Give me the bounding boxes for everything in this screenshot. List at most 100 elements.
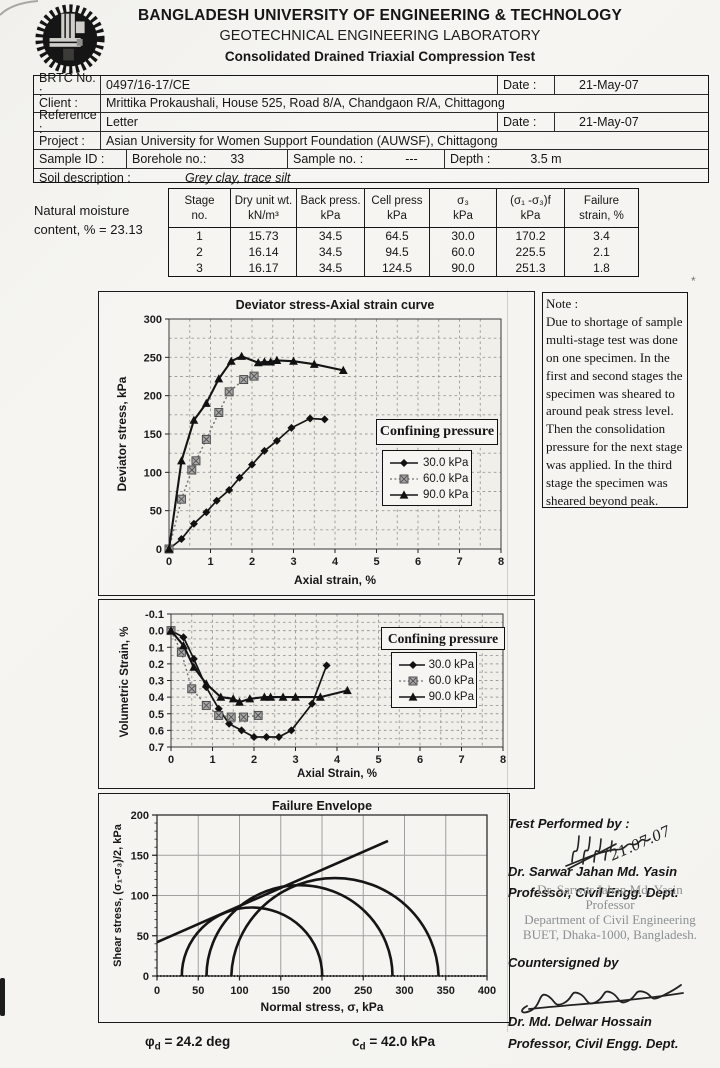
svg-text:250: 250 [354,985,372,997]
svg-text:300: 300 [144,314,162,326]
svg-text:0.7: 0.7 [149,742,164,754]
stage-header-cell: kPa [364,210,430,228]
stage-table-body: 1 15.73 34.5 64.5 30.0 170.2 3.4 2 16.14 34.5 94.5… [169,227,639,277]
x-axis-label: Normal stress, σ, kPa [260,1000,384,1014]
info-row-client: Client : Mrittika Prokaushali, House 525… [34,93,708,113]
sample-no-value: --- [405,152,418,167]
svg-text:3: 3 [290,556,296,568]
moisture-line1: Natural moisture [34,203,130,218]
svg-text:0.2: 0.2 [149,659,164,671]
test-performed-by-label: Test Performed by : [508,816,630,831]
borehole-label: Borehole no.: [132,152,207,167]
scan-artifact-mark: * [691,274,696,288]
reference-value: Letter [100,113,138,131]
legend-entry-30kpa: 30.0 kPa [398,657,474,673]
stage-header-cell: Failure [564,188,639,210]
svg-text:200: 200 [313,985,331,997]
stage-header-cell: kN/m³ [230,210,297,228]
brtc-label: BRTC No. : [39,70,96,99]
stage-header-row2: no. kN/m³ kPa kPa kPa kPa strain, % [168,210,639,228]
performer-signature [565,835,651,870]
stage-cell: 3.4 [564,227,639,244]
svg-text:-0.1: -0.1 [145,609,164,621]
performer-title: Professor, Civil Engg. Dept. [508,885,679,900]
stage-header-cell: Stage [184,195,215,207]
stage-row: 2 16.14 34.5 94.5 60.0 225.5 2.1 [169,244,639,260]
series-90kpa-marker-icon [390,490,418,499]
borehole-value: 33 [230,152,245,167]
c-value: = 42.0 kPa [365,1034,436,1049]
stage-cell: 94.5 [364,244,430,260]
client-value: Mrittika Prokaushali, House 525, Road 8/… [100,94,505,113]
phi-result: φd = 24.2 deg [145,1034,230,1053]
svg-text:400: 400 [478,985,496,997]
legend-label: 60.0 kPa [423,473,469,485]
phi-subscript: d [154,1041,161,1053]
reference-label: Reference : [39,107,97,136]
laboratory-name: GEOTECHNICAL ENGINEERING LABORATORY [219,28,541,44]
svg-text:0.4: 0.4 [149,692,165,704]
stage-header-cell: σ₃ [429,188,497,210]
svg-text:50: 50 [137,931,149,943]
stage-cell: 16.17 [230,260,297,277]
sample-no-label: Sample no. : [293,152,364,167]
natural-moisture-note: Natural moisture content, % = 23.13 [34,201,143,239]
moisture-line2: content, % = 23.13 [34,222,143,237]
stage-header-cell: Cell press [364,188,430,210]
stamp-line2: Professor [585,897,635,912]
sample-no-cell: Sample no. : --- [287,150,444,168]
stage-header-cell: Dry unit wt. [230,188,297,210]
legend-entry-90kpa: 90.0 kPa [398,689,474,705]
legend-label: 60.0 kPa [428,675,474,687]
legend: 30.0 kPa 60.0 kPa 90.0 kPa [382,450,472,506]
stage-header-row1: Stage Dry unit wt. Back press. Cell press σ₃… [169,188,639,210]
stage-cell: 3 [196,261,203,275]
legend-label: 90.0 kPa [428,691,474,703]
stage-cell: 60.0 [429,244,497,260]
stage-cell: 251.3 [496,260,565,277]
note-title: Note : [546,296,579,311]
failure-envelope-chart: 0 50 100 150 200 250 300 350 400 0 50 100 150 200 Fai… [98,793,510,1023]
soil-description-label: Soil description : [39,170,131,185]
buet-logo [33,2,107,76]
stage-cell: 2 [196,245,203,259]
svg-text:6: 6 [415,556,421,568]
scan-artifact-corner-curl [0,0,39,16]
sample-id-label: Sample ID : [39,152,105,167]
failure-envelope-plot: 0 50 100 150 200 250 300 350 400 0 50 100 150 200 [131,810,497,997]
stage-cell: 64.5 [364,227,430,244]
report-title: Consolidated Drained Triaxial Compressio… [224,49,536,64]
svg-text:0.1: 0.1 [149,642,164,654]
svg-text:100: 100 [230,985,248,997]
svg-text:2: 2 [251,754,257,766]
stage-cell: 90.0 [429,260,497,277]
brtc-value: 0497/16-17/CE [100,76,190,94]
depth-label: Depth : [450,152,491,167]
x-axis-label: Axial strain, % [293,573,377,587]
client-label: Client : [39,96,78,111]
project-value: Asian University for Women Support Found… [100,131,498,150]
svg-text:300: 300 [395,985,413,997]
svg-text:1: 1 [207,556,213,568]
stage-cell: 34.5 [296,260,365,277]
svg-text:4: 4 [332,556,339,568]
cohesion-result: cd = 42.0 kPa [352,1034,435,1053]
volumetric-strain-chart: 0 1 2 3 4 5 6 7 8 -0.1 0.0 0.1 0.2 0.3 0.4 0.5 0.6 0.7 Vo… [98,599,535,789]
legend-entry-30kpa: 30.0 kPa [389,455,469,471]
stage-table: Stage Dry unit wt. Back press. Cell press σ₃… [168,188,639,277]
svg-text:150: 150 [144,429,162,441]
buet-logo-emblem [35,4,105,74]
svg-text:0: 0 [166,556,172,568]
stamp-line1: Dr. Sarwar Jahan Md. Yasin [537,882,683,897]
svg-text:150: 150 [272,985,290,997]
date-value: 21-May-07 [554,76,639,94]
stage-cell: 225.5 [496,244,565,260]
stage-cell: 15.73 [230,227,297,244]
svg-text:4: 4 [334,754,341,766]
depth-value: 3.5 m [530,152,562,167]
performer-name: Dr. Sarwar Jahan Md. Yasin [508,864,678,879]
series-30kpa-marker-icon [399,661,425,669]
svg-text:0: 0 [156,544,162,556]
stage-header-cell: kPa [429,210,497,228]
stage-cell: 34.5 [296,244,365,260]
